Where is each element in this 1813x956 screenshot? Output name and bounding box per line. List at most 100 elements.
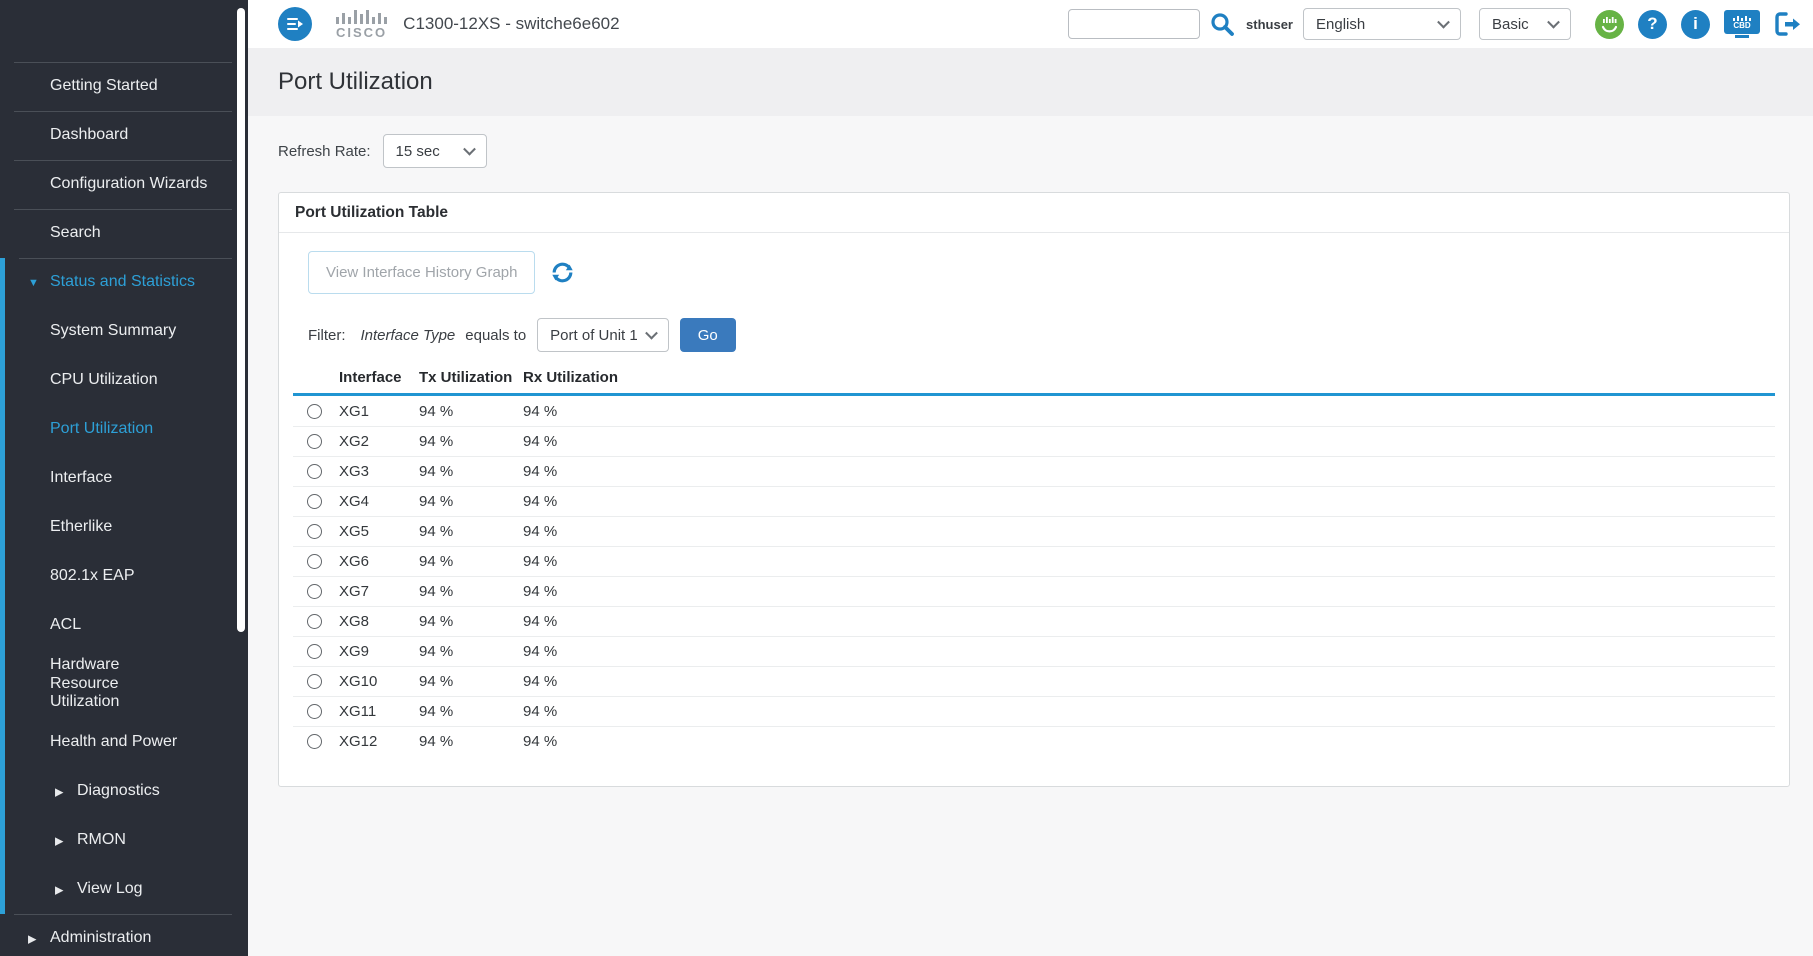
table-row: XG5 94 % 94 % [293, 516, 1775, 546]
header-icon-group: ? i CBD [1595, 9, 1801, 39]
sidebar-item-dashboard[interactable]: Dashboard [0, 111, 248, 160]
feedback-button[interactable] [1595, 9, 1624, 39]
sidebar-nav: Getting Started Dashboard Configuration … [0, 0, 248, 956]
sidebar-item-cpu-utilization[interactable]: CPU Utilization [5, 356, 248, 405]
sidebar-item-health-and-power[interactable]: Health and Power [5, 718, 248, 767]
sidebar-item-diagnostics[interactable]: ▶ Diagnostics [5, 767, 248, 816]
filter-operator: equals to [465, 326, 527, 344]
logout-icon [1775, 12, 1800, 36]
sidebar-item-search[interactable]: Search [0, 209, 248, 258]
cisco-logo: CISCO [336, 9, 388, 40]
row-radio-button[interactable] [307, 464, 322, 479]
row-radio-button[interactable] [307, 434, 322, 449]
cisco-logo-bars [336, 9, 388, 24]
info-icon: i [1693, 14, 1698, 33]
sidebar-item-administration[interactable]: ▶ Administration [0, 914, 248, 956]
cell-tx: 94 % [419, 493, 454, 510]
row-radio-button[interactable] [307, 704, 322, 719]
cisco-logo-text: CISCO [336, 24, 388, 40]
cell-tx: 94 % [419, 523, 454, 540]
row-radio-button[interactable] [307, 403, 322, 419]
sidebar-item-label: Health and Power [50, 733, 178, 751]
display-mode-value: Basic [1492, 15, 1529, 33]
panel-body: View Interface History Graph [279, 233, 1789, 786]
cell-tx: 94 % [419, 583, 454, 600]
sidebar-item-etherlike[interactable]: Etherlike [5, 503, 248, 552]
help-button[interactable]: ? [1638, 9, 1667, 39]
collapse-menu-button[interactable] [278, 7, 312, 41]
table-header-row: Interface Tx Utilization Rx Utilization [293, 362, 1775, 396]
info-button[interactable]: i [1681, 9, 1710, 39]
sidebar-item-label: View Log [77, 880, 143, 898]
sidebar-item-acl[interactable]: ACL [5, 601, 248, 650]
sidebar-item-label: Diagnostics [77, 782, 160, 800]
top-header: CISCO C1300-12XS - switche6e602 sthuser … [248, 0, 1813, 48]
row-radio-button[interactable] [307, 674, 322, 689]
interface-type-select[interactable]: Port of Unit 1 [537, 318, 669, 352]
row-radio-button[interactable] [307, 644, 322, 659]
filter-label: Filter: [308, 326, 346, 344]
search-button[interactable] [1208, 10, 1236, 38]
cell-rx: 94 % [523, 733, 558, 750]
cell-interface: XG1 [339, 402, 370, 420]
cbd-label: CBD [1733, 20, 1751, 30]
sidebar-item-view-log[interactable]: ▶ View Log [5, 865, 248, 914]
cell-tx: 94 % [419, 553, 454, 570]
refresh-rate-select[interactable]: 15 sec [382, 134, 487, 168]
language-select[interactable]: English [1303, 8, 1461, 40]
cell-rx: 94 % [523, 402, 558, 420]
sidebar-item-label: RMON [77, 831, 126, 849]
sidebar-item-status-and-statistics[interactable]: ▼ Status and Statistics [5, 258, 248, 307]
chevron-collapsed-icon: ▶ [55, 835, 64, 847]
view-interface-history-graph-button[interactable]: View Interface History Graph [308, 251, 536, 294]
go-button[interactable]: Go [679, 318, 736, 352]
sidebar-item-configuration-wizards[interactable]: Configuration Wizards [0, 160, 248, 209]
cell-rx: 94 % [523, 553, 558, 570]
row-radio-button[interactable] [307, 734, 322, 749]
table-row: XG8 94 % 94 % [293, 606, 1775, 636]
row-radio-button[interactable] [307, 584, 322, 599]
interface-type-value: Port of Unit 1 [550, 326, 638, 344]
sidebar-item-label: Port Utilization [50, 420, 154, 438]
table-row: XG1 94 % 94 % [293, 396, 1775, 426]
row-radio-button[interactable] [307, 524, 322, 539]
sidebar-item-port-utilization[interactable]: Port Utilization [5, 405, 248, 454]
sidebar-item-label: Etherlike [50, 518, 113, 536]
row-radio-button[interactable] [307, 614, 322, 629]
help-icon: ? [1647, 14, 1658, 33]
cell-tx: 94 % [419, 463, 454, 480]
cell-interface: XG10 [339, 673, 378, 690]
row-radio-button[interactable] [307, 554, 322, 569]
refresh-icon [552, 262, 574, 283]
sidebar-item-8021x-eap[interactable]: 802.1x EAP [5, 552, 248, 601]
row-radio-button[interactable] [307, 494, 322, 509]
sidebar-item-label: 802.1x EAP [50, 567, 135, 585]
sidebar-item-hardware-resource-utilization[interactable]: Hardware Resource Utilization [5, 650, 248, 718]
sidebar: Getting Started Dashboard Configuration … [0, 0, 248, 956]
search-input[interactable] [1068, 9, 1201, 39]
cell-rx: 94 % [523, 673, 558, 690]
refresh-table-button[interactable] [550, 260, 575, 285]
logout-button[interactable] [1774, 11, 1801, 37]
sidebar-item-getting-started[interactable]: Getting Started [0, 62, 248, 111]
table-row: XG7 94 % 94 % [293, 576, 1775, 606]
sidebar-scrollbar[interactable] [237, 8, 245, 632]
sidebar-item-rmon[interactable]: ▶ RMON [5, 816, 248, 865]
sidebar-item-label: Dashboard [50, 126, 129, 144]
cisco-business-dashboard-button[interactable]: CBD [1724, 10, 1760, 39]
table-row: XG9 94 % 94 % [293, 636, 1775, 666]
cell-tx: 94 % [419, 643, 454, 660]
sidebar-item-interface[interactable]: Interface [5, 454, 248, 503]
column-header-tx: Tx Utilization [419, 369, 513, 386]
cell-interface: XG4 [339, 493, 370, 510]
cell-tx: 94 % [419, 402, 454, 420]
display-mode-select[interactable]: Basic [1479, 8, 1571, 40]
sidebar-item-label: CPU Utilization [50, 371, 158, 389]
sidebar-item-label: Hardware Resource Utilization [50, 656, 120, 711]
cbd-monitor-icon: CBD [1724, 10, 1760, 34]
column-header-rx: Rx Utilization [523, 369, 619, 386]
table-row: XG3 94 % 94 % [293, 456, 1775, 486]
port-utilization-table: Interface Tx Utilization Rx Utilization … [293, 362, 1775, 756]
sidebar-item-system-summary[interactable]: System Summary [5, 307, 248, 356]
sidebar-item-label: System Summary [50, 322, 177, 340]
